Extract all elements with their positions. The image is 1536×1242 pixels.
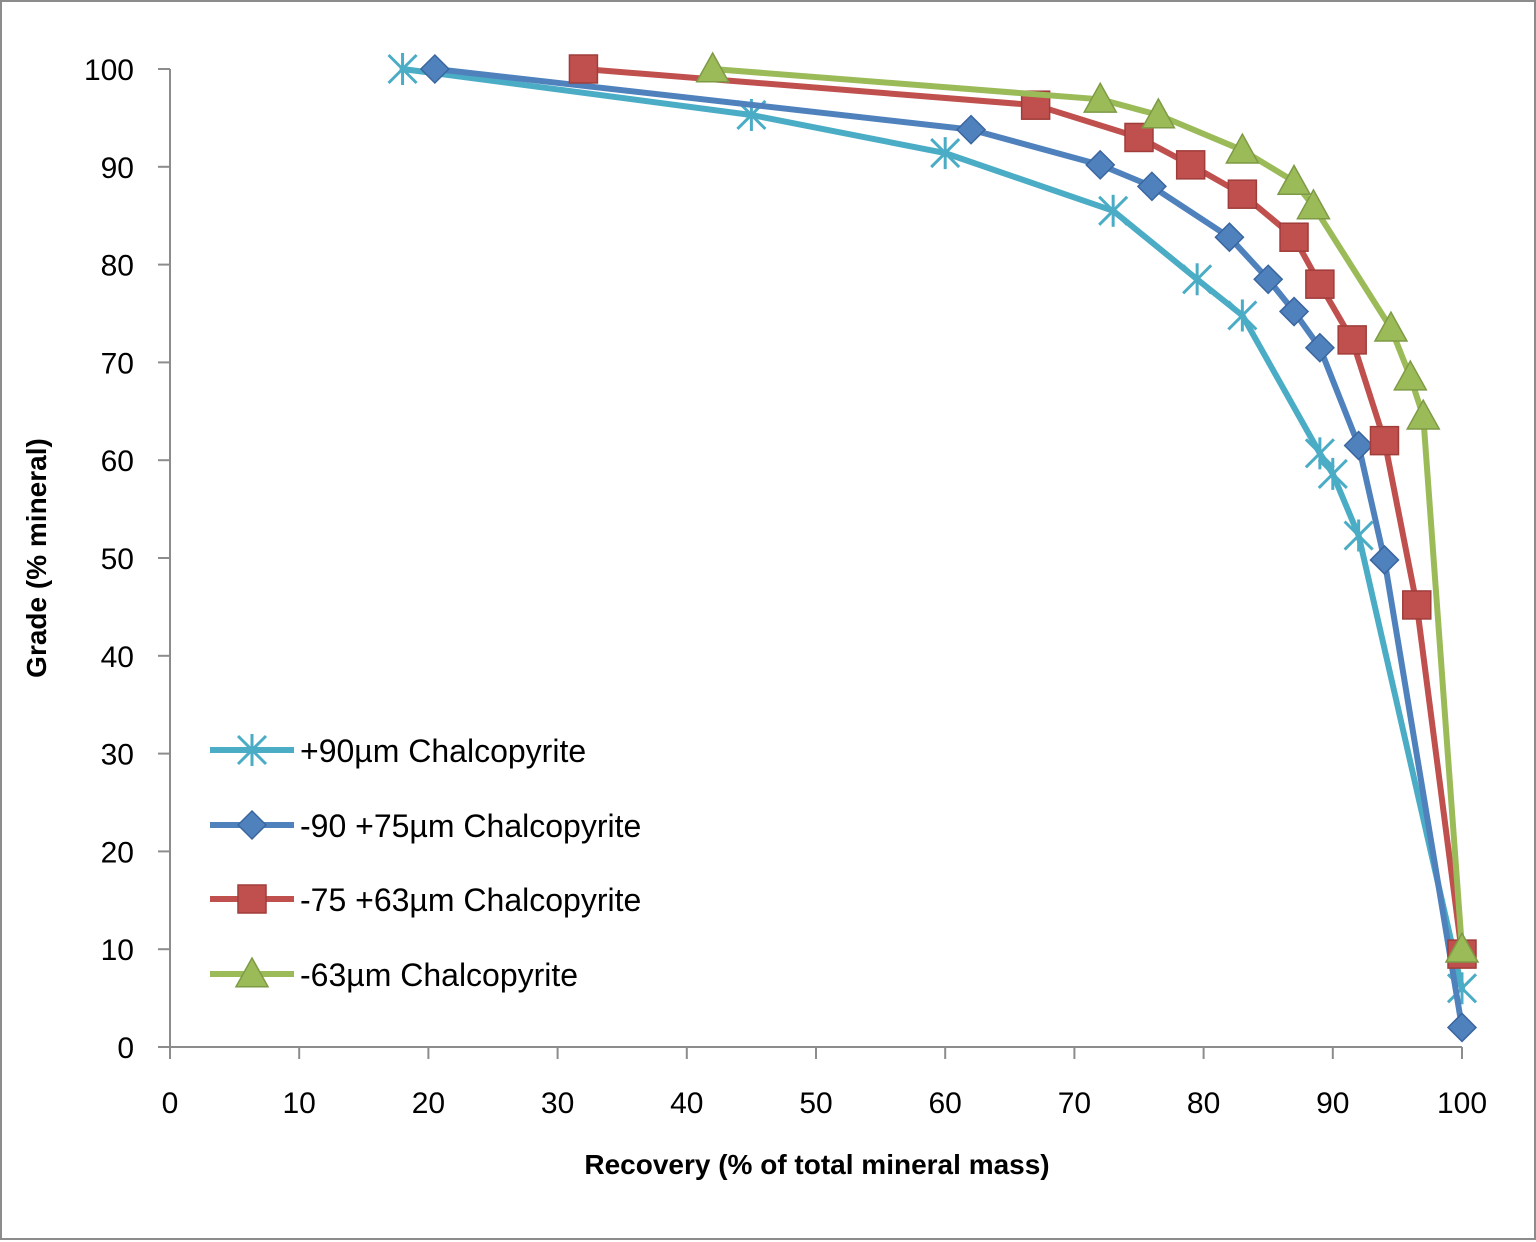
data-point — [1279, 222, 1309, 252]
y-tick-label: 90 — [101, 152, 134, 185]
y-tick-label: 40 — [101, 641, 134, 674]
series-line — [580, 66, 1465, 958]
x-tick-label: 80 — [1187, 1087, 1220, 1120]
data-point — [695, 51, 730, 83]
data-point — [1369, 425, 1400, 456]
data-point — [1136, 171, 1167, 202]
data-point — [1444, 931, 1480, 963]
x-axis-title: Recovery (% of total mineral mass) — [584, 1149, 1049, 1180]
x-tick-label: 40 — [670, 1087, 703, 1120]
data-point — [1082, 81, 1118, 113]
data-point — [1305, 269, 1335, 299]
y-tick-label: 50 — [101, 543, 134, 576]
series-line — [399, 66, 1465, 992]
legend-label: -75 +63µm Chalcopyrite — [300, 882, 641, 918]
data-point — [1369, 544, 1400, 576]
y-tick-label: 20 — [101, 836, 134, 869]
legend-marker — [236, 809, 268, 841]
data-point — [1214, 222, 1245, 253]
data-point — [1337, 325, 1367, 355]
legend-marker — [237, 884, 267, 914]
x-tick-label: 100 — [1437, 1087, 1487, 1120]
data-point — [930, 137, 961, 170]
data-point — [1343, 430, 1374, 461]
legend-label: +90µm Chalcopyrite — [300, 733, 586, 769]
data-point — [955, 114, 987, 145]
x-tick-label: 50 — [799, 1087, 832, 1120]
y-tick-label: 60 — [101, 445, 134, 478]
x-tick-label: 10 — [283, 1087, 316, 1120]
y-axis-title: Grade (% mineral) — [21, 438, 52, 678]
data-point — [1446, 1012, 1478, 1043]
data-point — [387, 53, 418, 85]
data-point — [1278, 296, 1310, 327]
legend-entry: -75 +63µm Chalcopyrite — [210, 882, 641, 918]
data-point — [419, 53, 450, 85]
legend-entry: -63µm Chalcopyrite — [210, 956, 578, 993]
x-tick-label: 0 — [162, 1087, 179, 1120]
legend-marker — [234, 956, 270, 988]
data-point — [1296, 188, 1331, 220]
data-point — [568, 54, 599, 84]
series-3 — [568, 54, 1477, 969]
data-point — [1343, 519, 1374, 552]
series-4 — [695, 51, 1480, 963]
data-point — [1141, 97, 1176, 129]
data-point — [1402, 590, 1432, 620]
data-point — [1227, 179, 1258, 209]
y-tick-label: 100 — [84, 54, 134, 87]
y-tick-label: 30 — [101, 739, 134, 772]
data-point — [1182, 263, 1213, 296]
y-tick-label: 70 — [101, 347, 134, 380]
data-point — [1393, 359, 1428, 391]
legend-entry: +90µm Chalcopyrite — [210, 733, 586, 769]
data-point — [1227, 299, 1258, 332]
legend-entry: -90 +75µm Chalcopyrite — [210, 808, 641, 844]
legend-label: -63µm Chalcopyrite — [300, 957, 578, 993]
x-tick-label: 70 — [1058, 1087, 1091, 1120]
legend-label: -90 +75µm Chalcopyrite — [300, 808, 641, 844]
y-tick-label: 80 — [101, 250, 134, 283]
data-point — [1304, 332, 1335, 363]
legend: +90µm Chalcopyrite -90 +75µm Chalcopyrite… — [210, 733, 641, 993]
series-2 — [419, 53, 1478, 1043]
series-layer — [387, 51, 1480, 1043]
x-tick-label: 60 — [929, 1087, 962, 1120]
x-tick-label: 90 — [1316, 1087, 1349, 1120]
legend-marker — [236, 734, 268, 766]
x-tick-label: 30 — [541, 1087, 574, 1120]
data-point — [1373, 310, 1409, 342]
series-1 — [387, 53, 1478, 1005]
y-tick-label: 10 — [101, 934, 134, 967]
data-point — [1276, 163, 1312, 196]
data-point — [1253, 264, 1284, 295]
y-tick-label: 0 — [117, 1032, 134, 1065]
data-point — [1098, 194, 1129, 227]
data-point — [1405, 398, 1441, 430]
data-point — [1304, 437, 1335, 470]
data-point — [1225, 132, 1260, 164]
data-point — [1175, 150, 1206, 180]
axes: 0 10 20 30 40 50 60 70 80 90 100 0 10 20 30 40 50 60 70 80 9… — [84, 54, 1487, 1120]
data-point — [1317, 457, 1348, 490]
x-tick-label: 20 — [412, 1087, 445, 1120]
data-point — [1124, 122, 1154, 153]
data-point — [1085, 149, 1116, 180]
